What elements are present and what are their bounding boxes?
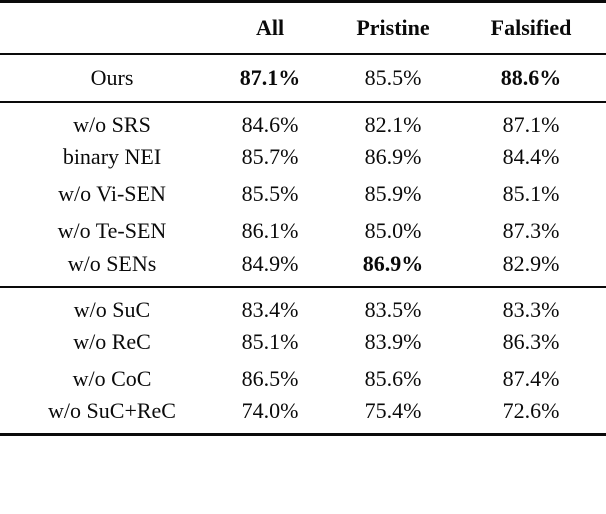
value-cell: 86.9% xyxy=(362,250,424,276)
value-cell: 82.9% xyxy=(502,250,560,276)
value-cell: 83.9% xyxy=(364,329,422,354)
value-cell: 88.6% xyxy=(500,64,562,90)
table-row: w/o SENs 84.9% 86.9% 82.9% xyxy=(0,250,606,287)
value-cell: 87.3% xyxy=(502,218,560,243)
table-row: Ours 87.1% 85.5% 88.6% xyxy=(0,54,606,102)
header-cell-all: All xyxy=(255,14,285,40)
row-label: w/o SuC xyxy=(73,296,151,322)
value-cell: 86.9% xyxy=(364,144,422,169)
value-cell: 85.9% xyxy=(364,181,422,206)
row-label: w/o Vi-SEN xyxy=(58,181,166,206)
row-label: w/o SRS xyxy=(73,111,151,137)
value-cell: 85.5% xyxy=(241,181,299,206)
row-label: w/o ReC xyxy=(73,329,151,354)
row-label: binary NEI xyxy=(62,144,162,169)
section-ours: Ours 87.1% 85.5% 88.6% xyxy=(0,54,606,102)
row-label: w/o CoC xyxy=(72,366,152,391)
header-cell-blank xyxy=(0,2,224,54)
value-cell: 86.3% xyxy=(502,329,560,354)
table-row: w/o Te-SEN 86.1% 85.0% 87.3% xyxy=(0,213,606,250)
value-cell: 72.6% xyxy=(502,398,560,424)
row-label: Ours xyxy=(90,64,134,90)
table-row: w/o CoC 86.5% 85.6% 87.4% xyxy=(0,361,606,398)
row-label: w/o Te-SEN xyxy=(57,218,167,243)
value-cell: 87.1% xyxy=(239,64,301,90)
header-row: All Pristine Falsified xyxy=(0,2,606,54)
value-cell: 84.9% xyxy=(241,250,299,276)
table-row: w/o ReC 85.1% 83.9% 86.3% xyxy=(0,324,606,361)
header-cell-falsified: Falsified xyxy=(490,14,572,40)
value-cell: 85.5% xyxy=(364,64,422,90)
value-cell: 83.5% xyxy=(364,296,422,322)
value-cell: 87.4% xyxy=(502,366,560,391)
value-cell: 86.5% xyxy=(241,366,299,391)
value-cell: 83.4% xyxy=(241,296,299,322)
value-cell: 84.6% xyxy=(241,111,299,137)
row-label: w/o SuC+ReC xyxy=(48,398,176,424)
table-row: w/o SuC+ReC 74.0% 75.4% 72.6% xyxy=(0,398,606,435)
value-cell: 85.7% xyxy=(241,144,299,169)
value-cell: 85.6% xyxy=(364,366,422,391)
value-cell: 85.0% xyxy=(364,218,422,243)
value-cell: 87.1% xyxy=(502,111,560,137)
value-cell: 82.1% xyxy=(364,111,422,137)
row-label: w/o SENs xyxy=(67,250,157,276)
section-loss-ablations: w/o SuC 83.4% 83.5% 83.3% w/o ReC 85.1% … xyxy=(0,287,606,435)
table-header: All Pristine Falsified xyxy=(0,2,606,54)
value-cell: 84.4% xyxy=(502,144,560,169)
table-row: w/o SRS 84.6% 82.1% 87.1% xyxy=(0,102,606,139)
value-cell: 74.0% xyxy=(241,398,299,424)
table-row: w/o SuC 83.4% 83.5% 83.3% xyxy=(0,287,606,324)
value-cell: 85.1% xyxy=(241,329,299,354)
section-module-ablations: w/o SRS 84.6% 82.1% 87.1% binary NEI 85.… xyxy=(0,102,606,287)
ablation-results-table: All Pristine Falsified Ours 87.1% 85.5% … xyxy=(0,0,606,436)
value-cell: 83.3% xyxy=(502,296,560,322)
header-cell-pristine: Pristine xyxy=(356,14,430,40)
value-cell: 86.1% xyxy=(241,218,299,243)
table-row: binary NEI 85.7% 86.9% 84.4% xyxy=(0,139,606,176)
table-row: w/o Vi-SEN 85.5% 85.9% 85.1% xyxy=(0,176,606,213)
value-cell: 85.1% xyxy=(502,181,560,206)
value-cell: 75.4% xyxy=(364,398,422,424)
